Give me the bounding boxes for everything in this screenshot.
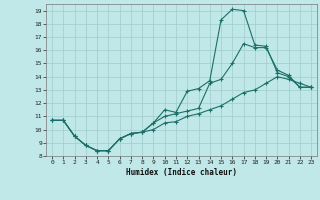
X-axis label: Humidex (Indice chaleur): Humidex (Indice chaleur)	[126, 168, 237, 177]
